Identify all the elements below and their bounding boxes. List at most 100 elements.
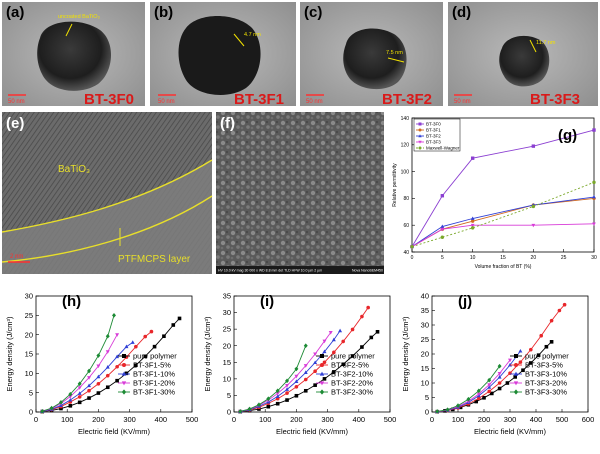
chart-i: 0 100 200 300 400 500 0 5 10 15 20 25 30 35 Electric f…	[203, 292, 396, 436]
legend-label: BT-3F2-10%	[331, 370, 373, 379]
data-point	[105, 333, 110, 339]
data-point	[470, 223, 475, 228]
data-point	[592, 195, 596, 199]
data-point	[143, 354, 147, 359]
data-point	[152, 344, 157, 349]
data-point	[105, 364, 110, 369]
panel-letter-c: (c)	[304, 4, 322, 21]
sample-label-b: BT-3F1	[234, 91, 284, 108]
legend-label: BT-3F2-20%	[331, 379, 373, 388]
data-point	[285, 378, 290, 384]
legend-marker	[121, 381, 127, 386]
legend-label: BT-3F2-30%	[331, 388, 373, 397]
x-tick-label: 500	[384, 415, 397, 424]
data-point	[124, 344, 129, 349]
legend-marker	[418, 122, 422, 126]
data-point	[266, 396, 271, 402]
data-point	[313, 352, 318, 357]
data-point	[275, 401, 280, 406]
data-point	[294, 366, 299, 372]
data-point	[322, 360, 327, 365]
annotation-text-b: 4.7 nm	[244, 32, 261, 38]
data-point	[285, 398, 289, 402]
data-point	[544, 344, 549, 349]
data-point	[238, 408, 243, 414]
data-point	[536, 353, 541, 357]
data-point	[96, 353, 101, 358]
nanoparticle-a	[37, 21, 112, 91]
x-tick-label: 300	[504, 415, 517, 424]
y-axis-title: Relative permittivity	[392, 163, 398, 207]
nanoparticle-b	[178, 16, 261, 95]
y-tick-label: 30	[421, 321, 429, 330]
y-tick-label: 25	[421, 335, 429, 344]
x-axis-title: Electric field (KV/mm)	[276, 427, 349, 436]
data-point	[115, 364, 119, 369]
data-point	[77, 381, 82, 387]
data-point	[341, 339, 346, 344]
data-point	[476, 388, 481, 394]
scale-text-e: 2 nm	[10, 254, 23, 260]
x-tick-label: 10	[470, 255, 476, 261]
data-point	[456, 403, 460, 408]
legend-marker	[319, 371, 325, 376]
y-axis-title: Energy density (J/cm³)	[401, 316, 410, 392]
data-point	[149, 329, 154, 334]
data-point	[369, 335, 374, 340]
annotation-arrow-c	[387, 57, 405, 63]
chart-j: 0 100 200 300 400 500 600 0 5 10 15 20 25 30 35 40 Elect…	[401, 292, 594, 436]
x-tick-label: 100	[452, 415, 465, 424]
y-tick-label: 0	[227, 408, 231, 417]
legend: pure polymerBT-3F2-5%BT-3F2-10%BT-3F2-20…	[316, 352, 375, 397]
data-point	[474, 399, 478, 404]
legend-label: BT-3F1-20%	[133, 379, 175, 388]
data-point	[256, 402, 261, 408]
series-line	[240, 345, 307, 412]
y-tick-label: 10	[25, 369, 33, 378]
data-point	[476, 392, 481, 397]
legend-marker	[514, 363, 518, 367]
legend-label: BT-3F1-10%	[133, 370, 175, 379]
chart-h: 0 100 200 300 400 500 0 5 10 15 20 25 30 Electric fie…	[5, 292, 198, 436]
legend-label: BT-3F1-30%	[133, 388, 175, 397]
data-point	[497, 375, 502, 379]
data-point	[130, 340, 135, 344]
data-point	[322, 377, 327, 381]
x-axis-title: Electric field (KV/mm)	[474, 427, 547, 436]
data-point	[87, 368, 92, 374]
data-point	[360, 314, 364, 319]
data-point	[366, 305, 370, 310]
data-point	[266, 404, 271, 409]
data-point	[490, 391, 494, 396]
data-point	[350, 354, 355, 358]
data-point	[40, 408, 45, 414]
panel-h: 0 100 200 300 400 500 0 5 10 15 20 25 30 Electric fie…	[5, 292, 198, 436]
data-point	[124, 371, 129, 376]
legend-label: BT-3F2-5%	[331, 361, 369, 370]
legend-label: BT-3F1	[426, 128, 441, 133]
panel-a: uncoated BaTiO₃ (a) 50 nm BT-3F0	[2, 2, 145, 108]
legend-marker	[418, 128, 422, 132]
x-tick-label: 0	[34, 415, 38, 424]
data-point	[112, 312, 116, 318]
data-point	[87, 376, 92, 380]
y-tick-label: 5	[29, 388, 33, 397]
panel-letter-h: (h)	[62, 293, 81, 310]
data-point	[440, 227, 445, 232]
data-point	[322, 349, 327, 354]
data-point	[303, 388, 308, 393]
panel-j: 0 100 200 300 400 500 600 0 5 10 15 20 25 30 35 40 Elect…	[401, 292, 594, 436]
data-point	[247, 406, 252, 412]
panel-letter-d: (d)	[452, 4, 471, 21]
data-point	[105, 385, 110, 390]
legend-label: pure polymer	[331, 352, 375, 361]
data-point	[592, 128, 596, 132]
series-line	[42, 318, 180, 413]
annotation-arrow-a	[65, 23, 73, 37]
y-tick-label: 60	[403, 223, 409, 229]
data-point	[77, 400, 82, 405]
x-tick-label: 25	[561, 255, 567, 261]
data-point	[487, 389, 492, 394]
